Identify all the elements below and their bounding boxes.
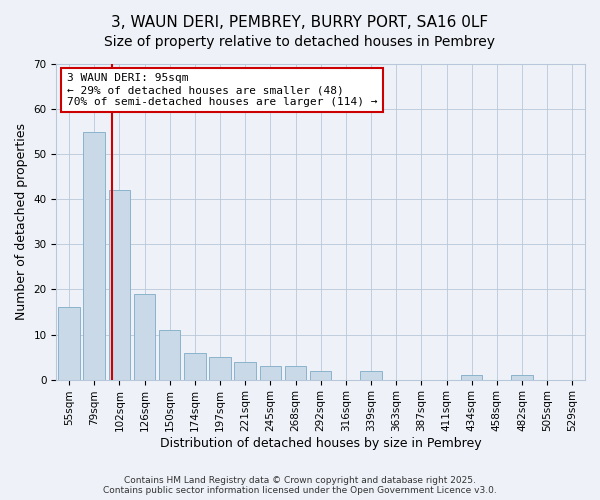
Text: 3 WAUN DERI: 95sqm
← 29% of detached houses are smaller (48)
70% of semi-detache: 3 WAUN DERI: 95sqm ← 29% of detached hou… [67,74,377,106]
Bar [159,330,181,380]
Bar [361,370,382,380]
Text: Contains HM Land Registry data © Crown copyright and database right 2025.
Contai: Contains HM Land Registry data © Crown c… [103,476,497,495]
Bar [310,370,331,380]
X-axis label: Distribution of detached houses by size in Pembrey: Distribution of detached houses by size … [160,437,482,450]
Bar [209,357,231,380]
Y-axis label: Number of detached properties: Number of detached properties [15,124,28,320]
Bar [461,375,482,380]
Text: Size of property relative to detached houses in Pembrey: Size of property relative to detached ho… [104,35,496,49]
Bar [134,294,155,380]
Bar [260,366,281,380]
Bar [235,362,256,380]
Bar [285,366,306,380]
Bar [184,352,206,380]
Bar [58,308,80,380]
Bar [511,375,533,380]
Bar [83,132,105,380]
Bar [109,190,130,380]
Text: 3, WAUN DERI, PEMBREY, BURRY PORT, SA16 0LF: 3, WAUN DERI, PEMBREY, BURRY PORT, SA16 … [112,15,488,30]
